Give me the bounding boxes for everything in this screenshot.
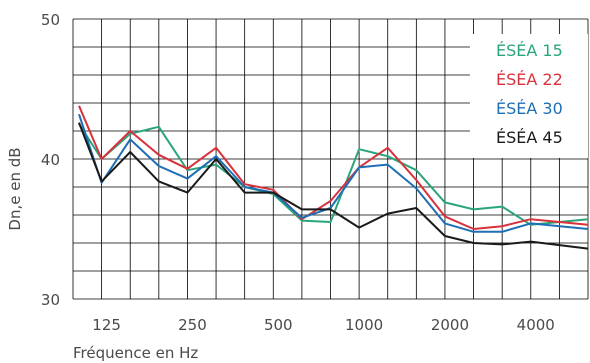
legend: ÉSÉA 15 ÉSÉA 22 ÉSÉA 30 ÉSÉA 45 [470,34,588,158]
x-tick-label: 250 [178,316,207,334]
axes: 50 40 30 125 250 500 1000 2000 4000 Dn,e en dB Fré… [6,11,555,362]
series-lines [78,105,589,250]
legend-label--s-a-45: ÉSÉA 45 [496,128,563,147]
y-tick-label: 50 [41,11,60,29]
x-tick-label: 125 [92,316,121,334]
x-tick-label: 4000 [517,316,555,334]
x-tick-label: 500 [264,316,293,334]
grid [72,18,589,300]
x-tick-label: 1000 [345,316,383,334]
legend-label--s-a-30: ÉSÉA 30 [496,99,563,118]
legend-label--s-a-22: ÉSÉA 22 [496,70,563,89]
y-tick-label: 30 [41,291,60,309]
series-line--s-a-15 [78,123,589,226]
legend-label--s-a-15: ÉSÉA 15 [496,41,563,60]
x-tick-label: 2000 [431,316,469,334]
legend-box [470,34,588,158]
y-tick-label: 40 [41,151,60,169]
series-line--s-a-30 [78,113,589,233]
series-line--s-a-45 [78,122,589,250]
x-axis-title: Fréquence en Hz [73,344,198,362]
y-axis-title: Dn,e en dB [6,147,24,230]
